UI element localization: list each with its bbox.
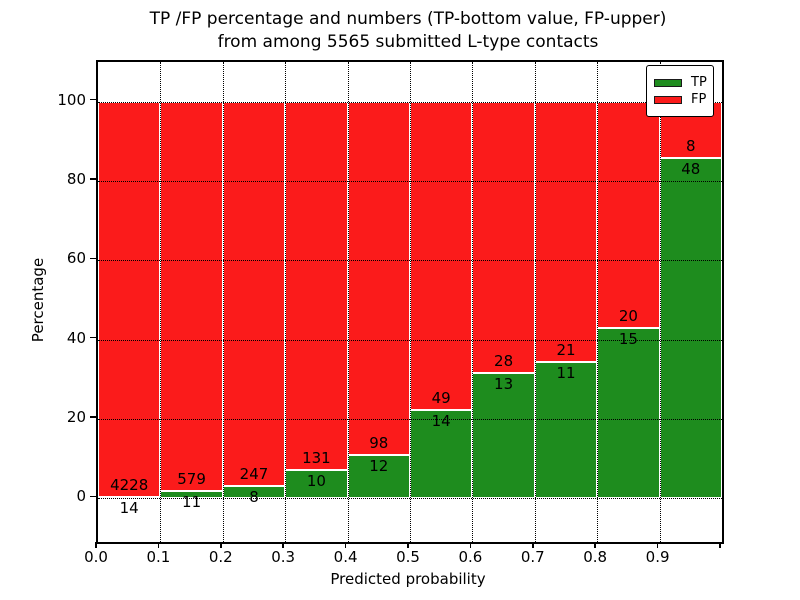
x-tick-label: 0.0 [84,548,108,566]
x-tick-label: 0.5 [396,548,420,566]
grid-line-vertical [160,62,162,542]
legend-item: TP [654,75,707,90]
bar-segment-fp [222,101,286,486]
y-tick-label: 100 [57,90,86,109]
x-tick-label: 0.1 [146,548,171,566]
bar-segment-tp [472,372,535,499]
grid-line-vertical [410,62,411,542]
fp-count-label: 21 [556,341,576,359]
x-tick-mark [344,542,347,548]
grid-line-vertical [285,62,287,542]
tp-count-label: 10 [306,472,326,491]
tp-count-label: 48 [681,160,701,179]
fp-count-label: 20 [618,307,638,326]
y-tick-mark [90,495,96,498]
grid-line-vertical [472,62,474,542]
bar-segment-tp [659,158,722,499]
x-tick-label: 0.4 [333,548,358,566]
y-tick-label: 20 [66,408,86,427]
bar-segment-fp [160,101,223,491]
bar-segment-tp [347,455,410,499]
legend-box: TP FP [646,65,714,117]
fp-count-label: 8 [686,137,696,156]
x-tick-mark [282,542,284,548]
y-tick-mark [90,257,96,260]
bar-segment-tp [597,328,660,499]
y-tick-label: 60 [66,249,86,268]
grid-line-vertical [534,62,536,542]
grid-line-vertical [659,62,661,542]
x-tick-label: 0.2 [208,548,233,566]
x-tick-label: 0.8 [583,548,608,566]
y-tick-label: 80 [66,170,86,188]
x-tick-mark [157,542,160,548]
fp-count-label: 247 [239,464,269,483]
x-tick-label: 0.6 [458,548,483,566]
fp-count-label: 49 [431,389,451,408]
y-tick-label: 40 [66,328,86,347]
x-tick-mark [719,542,721,548]
x-tick-mark [469,542,472,548]
tp-count-label: 14 [431,412,451,431]
bar-segment-fp [534,101,598,362]
chart-title-line2: from among 5565 submitted L-type contact… [217,32,599,52]
y-tick-mark [90,178,96,180]
bar-segment-fp [285,101,348,471]
legend-swatch-fp [654,95,682,104]
legend-item: FP [654,92,707,107]
fp-count-label: 579 [177,469,206,488]
y-tick-mark [90,336,96,339]
grid-line-vertical [222,62,224,542]
x-tick-mark [656,542,659,548]
x-tick-label: 0.9 [645,548,670,566]
bar-segment-fp [98,101,161,498]
bar-segment-fp [410,101,473,411]
x-tick-mark [532,542,534,548]
bar-segment-fp [347,101,410,456]
x-axis-label: Predicted probability [330,570,486,588]
x-tick-mark [95,542,97,548]
x-tick-mark [594,542,596,548]
legend-label: TP [691,75,707,90]
grid-line-vertical [347,62,349,542]
tp-count-label: 13 [494,374,514,393]
bar-segment-fp [597,101,660,329]
legend-label: FP [691,92,707,107]
tp-count-label: 14 [119,499,139,518]
y-tick-label: 0 [76,487,86,506]
x-tick-label: 0.7 [520,548,545,566]
y-tick-mark [90,98,96,101]
fp-count-label: 28 [494,351,514,370]
tp-count-label: 15 [618,330,638,349]
tp-count-label: 12 [369,457,389,476]
grid-line-vertical [597,62,599,542]
legend-swatch-tp [654,78,682,87]
plot-area: 4228 14 579 11 247 8 131 10 98 12 49 14 28 13 21 11 20 15… [96,60,724,544]
fp-count-label: 98 [369,434,389,453]
x-tick-mark [407,542,409,548]
tp-count-label: 11 [556,364,576,382]
bar-segment-tp [410,410,473,499]
fp-count-label: 131 [302,449,331,468]
bar-segment-fp [472,101,535,373]
chart-title: TP /FP percentage and numbers (TP-bottom… [96,8,720,54]
x-tick-mark [220,542,222,548]
y-tick-mark [90,416,96,418]
fp-count-label: 4228 [110,476,149,495]
chart-title-line1: TP /FP percentage and numbers (TP-bottom… [149,9,667,29]
x-tick-label: 0.3 [271,548,296,566]
bar-segment-tp [285,470,348,499]
bar-segment-tp [534,362,598,499]
tp-count-label: 8 [249,487,259,506]
tp-count-label: 11 [182,492,202,511]
